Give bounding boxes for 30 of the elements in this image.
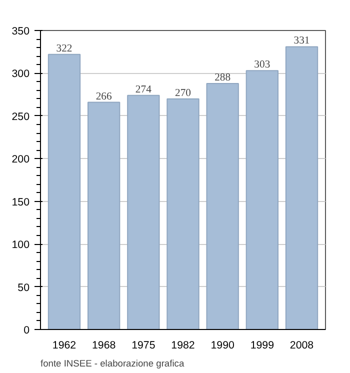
x-tick-label: 1968: [92, 340, 116, 352]
y-tick-label: 50: [18, 282, 30, 294]
x-tick-label: 1975: [132, 340, 156, 352]
data-label: 274: [135, 84, 152, 96]
data-label: 266: [96, 91, 112, 102]
y-tick-label: 250: [12, 110, 30, 123]
y-tick-label: 300: [12, 68, 30, 80]
bar: [127, 94, 160, 330]
data-label: 270: [175, 88, 191, 99]
y-tick-label: 0: [24, 324, 30, 336]
bar: [285, 46, 318, 330]
data-label: 331: [294, 36, 310, 47]
x-tick-label: 2008: [290, 340, 314, 352]
data-label: 288: [214, 72, 231, 84]
data-label: 322: [56, 43, 72, 54]
bar: [48, 54, 81, 330]
y-tick-label: 200: [12, 154, 30, 166]
y-tick-label: 350: [12, 26, 30, 38]
x-tick-label: 1999: [250, 340, 274, 352]
y-tick-label: 100: [12, 239, 30, 252]
x-tick-label: 1990: [210, 340, 235, 352]
bar: [88, 102, 120, 330]
x-tick-label: 1962: [52, 340, 76, 352]
data-label: 303: [254, 60, 270, 71]
bar: [206, 82, 239, 330]
bar: [166, 98, 200, 330]
y-tick-label: 150: [12, 196, 30, 208]
x-tick-label: 1982: [171, 340, 195, 352]
source-note: fonte INSEE - elaborazione grafica: [40, 358, 185, 368]
bar: [246, 70, 278, 330]
